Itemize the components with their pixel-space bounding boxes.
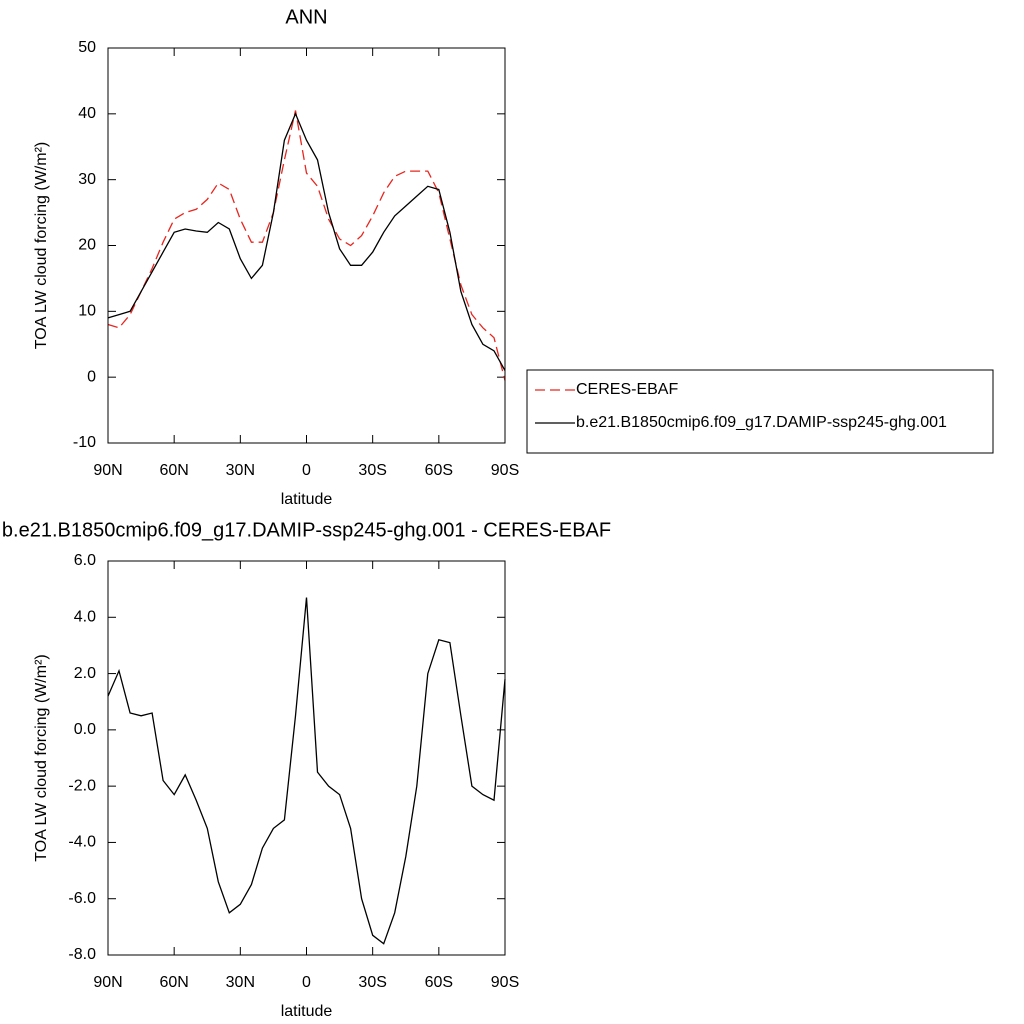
y-tick-label: 40: [78, 105, 96, 122]
plot-frame: [107, 560, 506, 956]
y-tick-label: 20: [78, 237, 96, 254]
y-tick-label: -4.0: [68, 834, 96, 851]
x-axis-label: latitude: [281, 491, 333, 508]
x-tick-label: 90S: [491, 462, 519, 479]
y-tick-label: 6.0: [74, 552, 96, 569]
y-tick-label: 2.0: [74, 665, 96, 682]
y-axis-label: TOA LW cloud forcing (W/m²): [33, 654, 50, 861]
x-tick-label: 60N: [159, 974, 188, 991]
x-tick-label: 30N: [226, 462, 255, 479]
x-tick-label: 0: [302, 974, 311, 991]
x-tick-label: 30S: [358, 974, 386, 991]
x-tick-label: 30S: [358, 462, 386, 479]
data-line: [107, 112, 506, 371]
y-tick-label: 30: [78, 171, 96, 188]
data-line: [107, 110, 506, 381]
plot-frame: [107, 47, 506, 444]
x-tick-label: 90N: [93, 974, 122, 991]
chart-title: b.e21.B1850cmip6.f09_g17.DAMIP-ssp245-gh…: [2, 519, 611, 541]
x-tick-label: 60S: [425, 974, 453, 991]
x-tick-label: 60N: [159, 462, 188, 479]
y-tick-label: 50: [78, 39, 96, 56]
x-tick-label: 60S: [425, 462, 453, 479]
legend-box: [526, 369, 994, 454]
y-tick-label: 10: [78, 303, 96, 320]
y-tick-label: 0.0: [74, 721, 96, 738]
x-tick-label: 90S: [491, 974, 519, 991]
data-line: [107, 597, 506, 945]
y-tick-label: -2.0: [68, 777, 96, 794]
y-tick-label: -8.0: [68, 946, 96, 963]
x-tick-label: 30N: [226, 974, 255, 991]
legend-label: CERES-EBAF: [576, 381, 678, 398]
y-tick-label: 0: [87, 368, 96, 385]
chart-title: ANN: [285, 6, 327, 28]
y-tick-label: -6.0: [68, 890, 96, 907]
legend-label: b.e21.B1850cmip6.f09_g17.DAMIP-ssp245-gh…: [576, 414, 947, 431]
y-tick-label: -10: [73, 434, 96, 451]
y-tick-label: 4.0: [74, 609, 96, 626]
y-axis-label: TOA LW cloud forcing (W/m²): [33, 142, 50, 349]
x-tick-label: 0: [302, 462, 311, 479]
x-axis-label: latitude: [281, 1003, 333, 1020]
x-tick-label: 90N: [93, 462, 122, 479]
